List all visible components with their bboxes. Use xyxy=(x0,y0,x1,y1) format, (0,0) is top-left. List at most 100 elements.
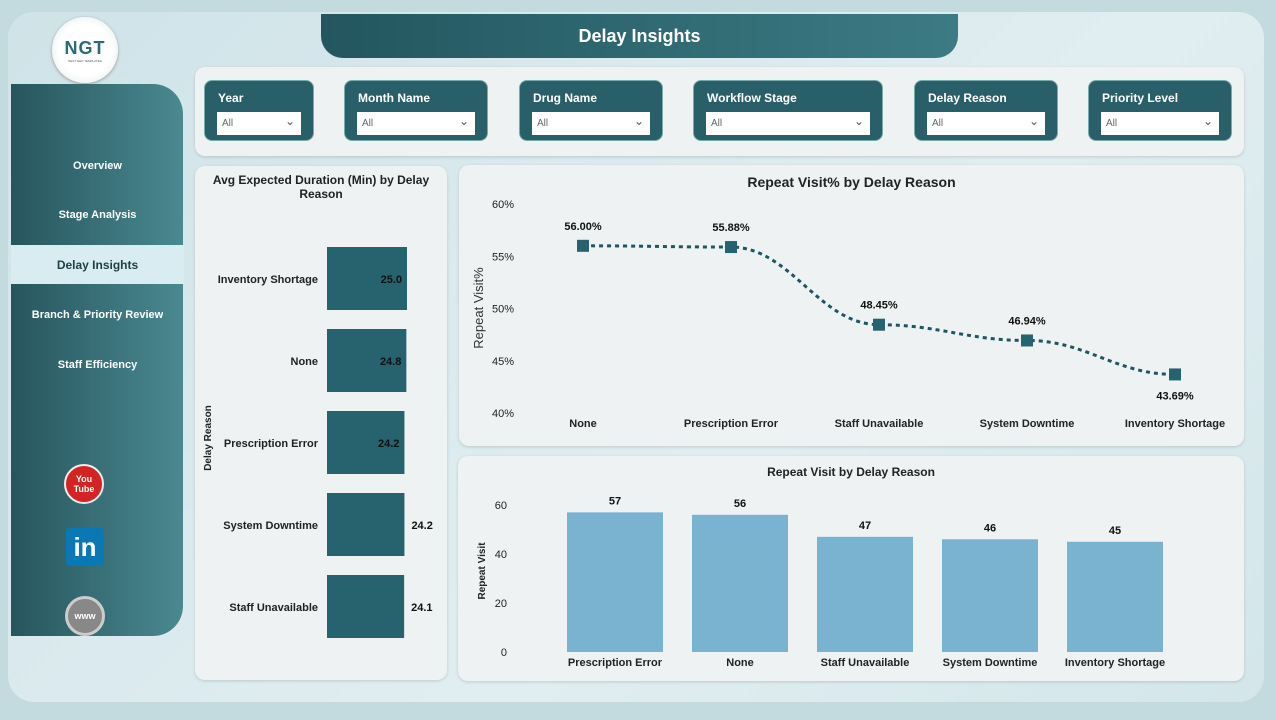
bar xyxy=(1067,541,1163,652)
sidebar-item-stage-analysis[interactable]: Stage Analysis xyxy=(58,208,137,221)
data-label: 48.45% xyxy=(860,300,898,312)
bar xyxy=(327,247,407,310)
axis-title: Repeat Visit% xyxy=(471,267,486,349)
category-label: System Downtime xyxy=(223,520,318,532)
filter-label: Drug Name xyxy=(533,91,598,105)
y-tick-label: 40% xyxy=(492,408,514,420)
x-tick-label: Prescription Error xyxy=(568,657,663,669)
bar xyxy=(327,411,405,474)
filter-year: Year All ⌄ xyxy=(204,80,314,141)
chevron-down-icon: ⌄ xyxy=(633,114,644,128)
category-label: Staff Unavailable xyxy=(229,602,318,614)
repeat-visit-pct-chart-panel: Repeat Visit% by Delay Reason Repeat Vis… xyxy=(459,165,1244,446)
category-label: Prescription Error xyxy=(224,438,319,450)
y-tick-label: 40 xyxy=(495,549,507,561)
x-tick-label: None xyxy=(569,418,597,430)
youtube-icon[interactable]: You Tube xyxy=(64,464,104,504)
sidebar-item-overview[interactable]: Overview xyxy=(73,159,122,172)
y-tick-label: 60 xyxy=(495,500,507,512)
x-tick-label: Staff Unavailable xyxy=(821,657,910,669)
chevron-down-icon: ⌄ xyxy=(1202,114,1213,128)
sidebar-item-branch-priority-review[interactable]: Branch & Priority Review xyxy=(31,308,164,321)
chevron-down-icon: ⌄ xyxy=(853,114,864,128)
data-point xyxy=(1021,334,1033,347)
linkedin-icon[interactable]: in xyxy=(66,528,104,566)
y-tick-label: 45% xyxy=(492,356,514,368)
data-label: 55.88% xyxy=(712,222,750,234)
bar xyxy=(817,536,913,652)
data-label: 43.69% xyxy=(1156,390,1194,402)
data-point xyxy=(725,241,737,254)
filter-value: All xyxy=(711,118,723,129)
filter-value: All xyxy=(537,118,549,129)
bar xyxy=(942,539,1038,652)
avg-duration-bar-chart: Delay Reason Inventory Shortage 25.0 None 24… xyxy=(203,247,433,638)
data-label: 46 xyxy=(984,522,996,534)
x-tick-label: None xyxy=(726,657,754,669)
filter-dropdown[interactable]: All ⌄ xyxy=(706,112,870,135)
bar xyxy=(567,512,663,652)
filter-value: All xyxy=(222,118,234,129)
avg-duration-chart-panel: Avg Expected Duration (Min) by Delay Rea… xyxy=(195,166,447,680)
x-tick-label: System Downtime xyxy=(980,418,1075,430)
repeat-visit-chart-panel: Repeat Visit by Delay Reason Repeat Visi… xyxy=(458,456,1244,681)
data-label: 47 xyxy=(859,520,871,532)
x-tick-label: Inventory Shortage xyxy=(1065,657,1165,669)
data-label: 24.2 xyxy=(378,438,399,450)
filter-workflow-stage: Workflow Stage All ⌄ xyxy=(693,80,883,141)
data-label: 56 xyxy=(734,498,746,510)
x-tick-label: Staff Unavailable xyxy=(835,418,924,430)
bar xyxy=(327,493,405,556)
data-point xyxy=(1169,368,1181,381)
chevron-down-icon: ⌄ xyxy=(284,114,295,128)
x-tick-label: Inventory Shortage xyxy=(1125,418,1225,430)
category-label: None xyxy=(291,356,319,368)
category-label: Inventory Shortage xyxy=(218,274,318,286)
repeat-visit-bar-chart: Repeat Visit 0 20 40 60 57 Prescription Error 5… xyxy=(477,495,1165,669)
y-tick-label: 50% xyxy=(492,304,514,316)
data-label: 24.8 xyxy=(380,356,401,368)
chart-title: Repeat Visit by Delay Reason xyxy=(767,465,935,479)
filter-month-name: Month Name All ⌄ xyxy=(344,80,488,141)
chart-title: Avg Expected Duration (Min) by Delay Rea… xyxy=(212,173,430,201)
filter-dropdown[interactable]: All ⌄ xyxy=(217,112,301,135)
chevron-down-icon: ⌄ xyxy=(1028,114,1039,128)
y-tick-label: 60% xyxy=(492,199,514,211)
data-point xyxy=(873,318,885,331)
data-point xyxy=(577,239,589,252)
y-tick-label: 20 xyxy=(495,598,507,610)
axis-title: Repeat Visit xyxy=(477,542,488,600)
logo-subtitle: NEXT GEN TEMPLATES xyxy=(68,58,102,63)
filter-label: Month Name xyxy=(358,91,430,105)
data-label: 25.0 xyxy=(381,274,402,286)
x-tick-label: System Downtime xyxy=(943,657,1038,669)
sidebar: Overview Stage Analysis Delay Insights B… xyxy=(11,84,184,636)
filter-label: Year xyxy=(218,91,244,105)
repeat-visit-pct-line-chart: Repeat Visit% 40% 45% 50% 55% 60% 56.00% None 55… xyxy=(471,199,1225,430)
axis-title: Delay Reason xyxy=(203,405,214,471)
filter-value: All xyxy=(932,118,944,129)
sidebar-item-delay-insights[interactable]: Delay Insights xyxy=(11,245,184,284)
data-label: 24.2 xyxy=(411,520,432,532)
filter-label: Delay Reason xyxy=(928,91,1007,105)
filter-dropdown[interactable]: All ⌄ xyxy=(357,112,475,135)
logo: NGT NEXT GEN TEMPLATES xyxy=(52,17,118,83)
chevron-down-icon: ⌄ xyxy=(458,114,469,128)
data-label: 46.94% xyxy=(1008,315,1046,327)
globe-icon[interactable]: www xyxy=(65,596,105,636)
filter-value: All xyxy=(1106,118,1118,129)
filter-dropdown[interactable]: All ⌄ xyxy=(927,112,1045,135)
sidebar-item-staff-efficiency[interactable]: Staff Efficiency xyxy=(57,358,138,371)
filter-dropdown[interactable]: All ⌄ xyxy=(532,112,650,135)
data-label: 56.00% xyxy=(564,221,602,233)
filter-value: All xyxy=(362,118,374,129)
data-label: 45 xyxy=(1109,525,1121,537)
bar xyxy=(327,329,407,392)
filter-delay-reason: Delay Reason All ⌄ xyxy=(914,80,1058,141)
data-label: 57 xyxy=(609,495,621,507)
filter-drug-name: Drug Name All ⌄ xyxy=(519,80,663,141)
filter-dropdown[interactable]: All ⌄ xyxy=(1101,112,1219,135)
bar xyxy=(327,575,405,638)
y-tick-label: 55% xyxy=(492,251,514,263)
data-label: 24.1 xyxy=(411,602,432,614)
